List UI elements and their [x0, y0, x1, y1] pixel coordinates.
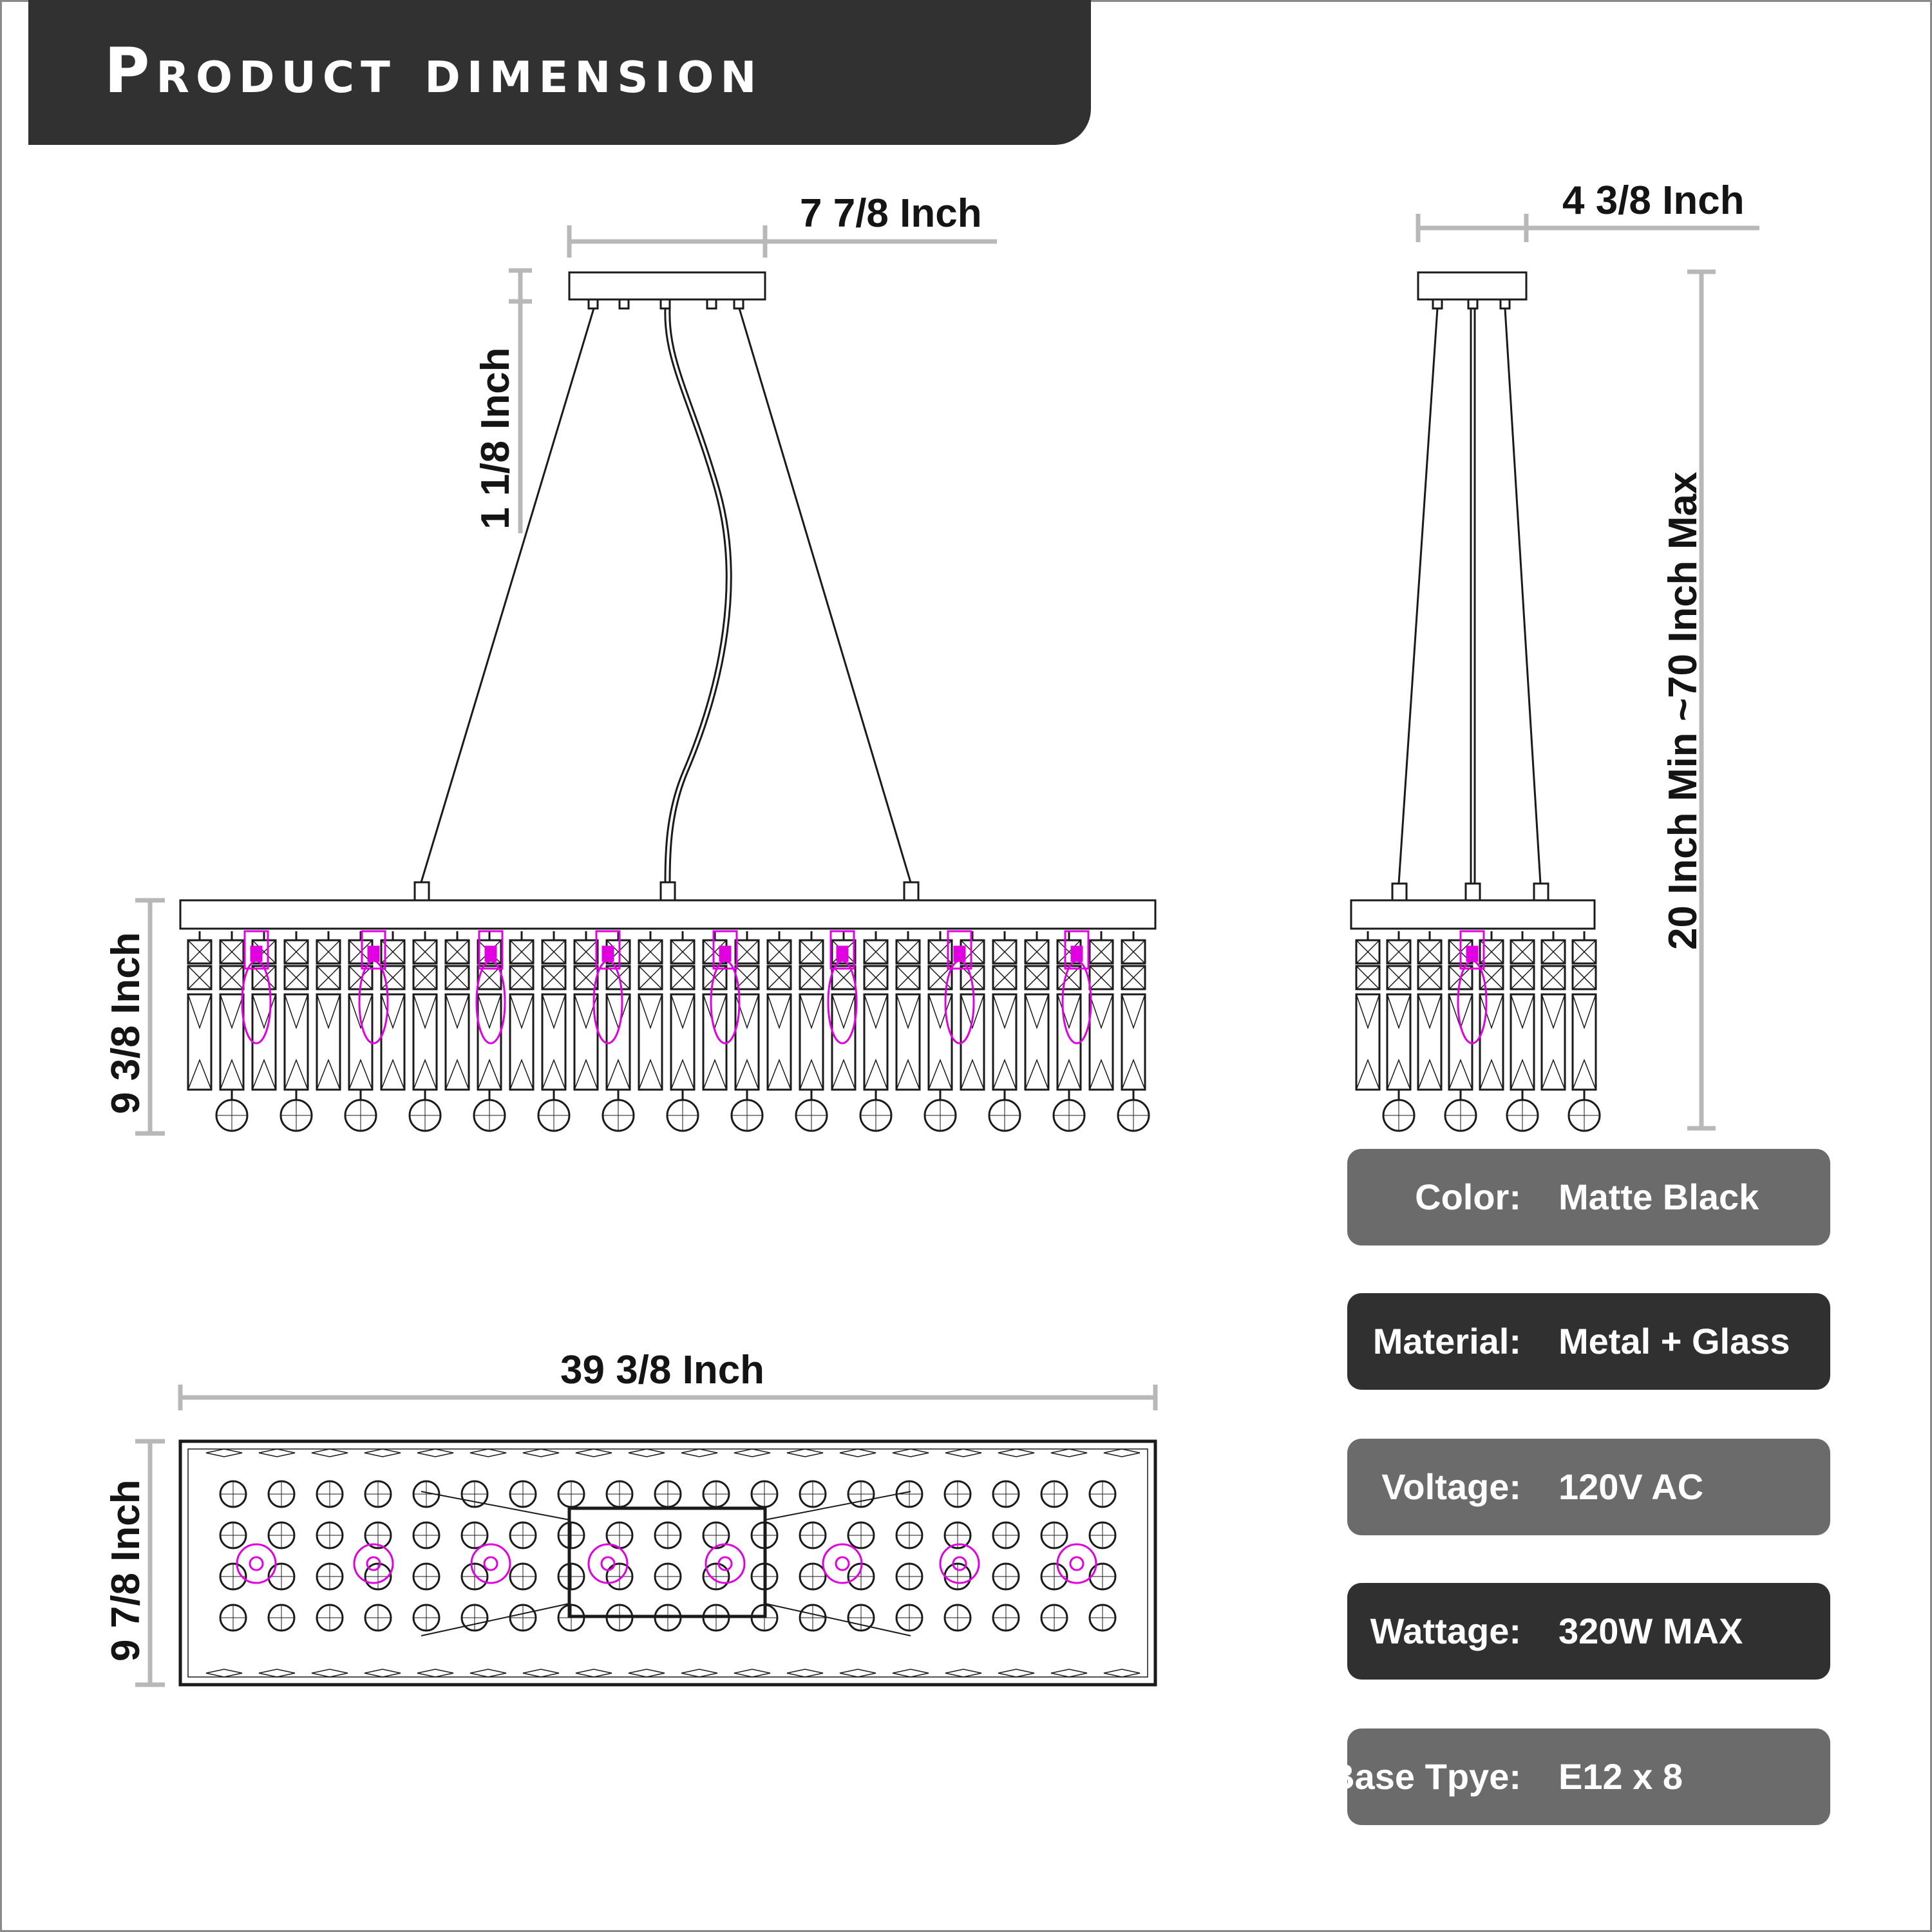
front-frame [179, 899, 1157, 930]
top-depth-label: 9 7/8 Inch [104, 1479, 148, 1662]
front-canopy [568, 271, 766, 301]
spec-wattage-value: 320W MAX [1558, 1611, 1743, 1651]
side-canopy [1417, 271, 1528, 301]
top-canopy-outline [567, 1506, 767, 1618]
canopy-height-label: 1 1/8 Inch [473, 347, 518, 529]
spec-material-key: Material: [1372, 1321, 1521, 1361]
side-width-label: 4 3/8 Inch [1562, 178, 1745, 223]
spec-base-type: Base Tpye: E12 x 8 [1329, 1728, 1830, 1825]
hanging-height-label: 20 Inch Min ~70 Inch Max [1661, 471, 1705, 950]
spec-wattage-key: Wattage: [1370, 1611, 1521, 1651]
front-power-cord [664, 308, 728, 883]
top-crystal-grid [205, 1448, 1141, 1678]
front-cable-right [738, 308, 912, 883]
spec-color-key: Color: [1415, 1177, 1521, 1217]
top-view [178, 1439, 1157, 1687]
canopy-width-label: 7 7/8 Inch [800, 191, 982, 236]
side-crystal-rows [1355, 930, 1601, 1132]
spec-material: Material: Metal + Glass [1347, 1293, 1830, 1390]
front-view [179, 271, 1157, 1132]
top-outer-frame [178, 1439, 1157, 1687]
front-crystal-rows [187, 930, 1150, 1132]
spec-voltage-key: Voltage: [1381, 1466, 1521, 1507]
title-banner: Product dimension [28, 0, 1091, 145]
page-title: Product dimension [104, 35, 763, 107]
body-height-label: 9 3/8 Inch [104, 932, 148, 1114]
spec-material-value: Metal + Glass [1558, 1321, 1790, 1361]
side-cable-left [1397, 308, 1439, 884]
spec-color-value: Matte Black [1558, 1177, 1759, 1217]
spec-voltage-value: 120V AC [1558, 1466, 1704, 1507]
side-view [1350, 271, 1601, 1132]
side-cable-right [1504, 308, 1542, 884]
spec-base-type-key: Base Tpye: [1329, 1756, 1521, 1797]
side-frame [1350, 899, 1596, 930]
spec-color: Color: Matte Black [1347, 1149, 1830, 1245]
dimension-lines [135, 214, 1759, 1687]
front-cable-left [420, 308, 595, 883]
spec-wattage: Wattage: 320W MAX [1347, 1583, 1830, 1680]
spec-base-type-value: E12 x 8 [1558, 1756, 1683, 1797]
spec-voltage: Voltage: 120V AC [1347, 1439, 1830, 1535]
total-length-label: 39 3/8 Inch [560, 1348, 765, 1392]
